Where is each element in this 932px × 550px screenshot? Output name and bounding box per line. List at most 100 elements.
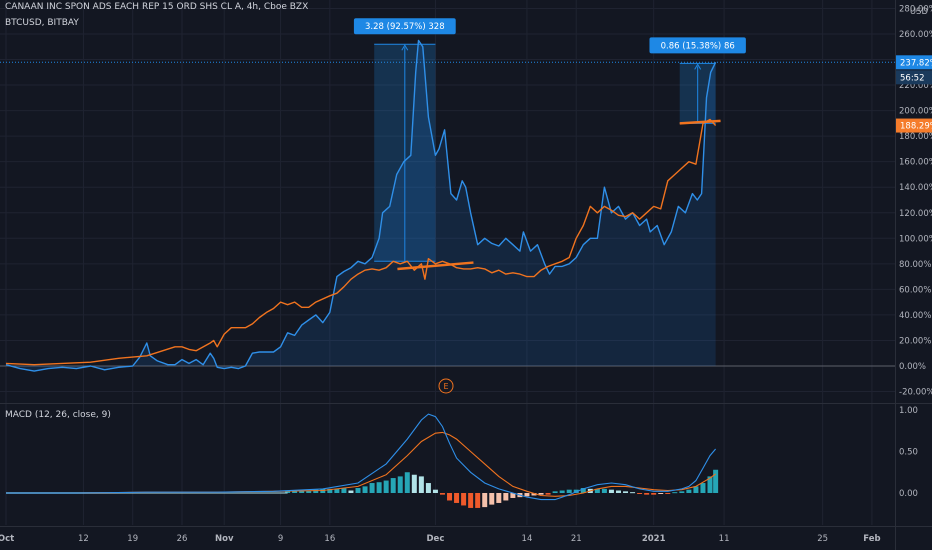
time-tick-label: 21 bbox=[571, 534, 582, 544]
compare-price-tag: 188.29% bbox=[900, 122, 932, 132]
histogram-bar bbox=[447, 493, 453, 501]
histogram-bar bbox=[439, 493, 445, 495]
canaan-series-line[interactable] bbox=[5, 39, 717, 372]
symbol-legend[interactable]: CANAAN INC SPON ADS EACH REP 15 ORD SHS … bbox=[5, 2, 309, 12]
price-tick-label: 100.00% bbox=[899, 234, 932, 244]
histogram-bar bbox=[623, 491, 629, 493]
time-tick-label: 9 bbox=[278, 534, 283, 544]
price-tick-label: 20.00% bbox=[899, 336, 931, 346]
time-tick-label: Nov bbox=[215, 534, 234, 544]
last-price-tag: 237.82% bbox=[900, 58, 932, 68]
time-tick-label: Dec bbox=[427, 534, 445, 544]
price-tick-label: 40.00% bbox=[899, 311, 931, 321]
histogram-bar bbox=[299, 490, 305, 493]
price-tick-label: 80.00% bbox=[899, 260, 931, 270]
price-tick-label: 160.00% bbox=[899, 158, 932, 168]
time-tick-label: 14 bbox=[522, 534, 533, 544]
macd-line[interactable] bbox=[6, 413, 717, 501]
histogram-bar bbox=[594, 488, 600, 493]
histogram-bar bbox=[679, 491, 685, 493]
measure-label: 0.86 (15.38%) 86 bbox=[661, 41, 735, 51]
histogram-bar bbox=[489, 493, 495, 505]
price-tick-label: 140.00% bbox=[899, 183, 932, 193]
histogram-bar bbox=[411, 474, 417, 493]
histogram-bar bbox=[397, 476, 403, 493]
time-tick-label: Feb bbox=[863, 534, 880, 544]
blue-series-area bbox=[6, 40, 716, 372]
histogram-bar bbox=[355, 488, 361, 493]
histogram-bar bbox=[292, 490, 298, 493]
price-tick-label: -20.00% bbox=[899, 388, 932, 398]
histogram-bar bbox=[503, 493, 509, 501]
time-tick-label: 11 bbox=[719, 534, 730, 544]
price-series[interactable]: E bbox=[5, 39, 721, 394]
histogram-bar bbox=[362, 486, 368, 493]
histogram-bar bbox=[580, 488, 586, 493]
signal-line[interactable] bbox=[6, 431, 716, 497]
price-tags: 237.82% 56:52 188.29% bbox=[896, 55, 932, 133]
histogram-bar bbox=[693, 486, 699, 493]
price-tick-label: 260.00% bbox=[899, 30, 932, 40]
countdown-tag-box bbox=[896, 70, 932, 85]
histogram-bar bbox=[482, 493, 488, 508]
price-tick-label: 280.00% bbox=[899, 4, 932, 14]
histogram-bar bbox=[630, 492, 636, 494]
compare-price-tag-box bbox=[896, 118, 932, 133]
trend-line[interactable] bbox=[397, 261, 474, 271]
histogram-bar bbox=[608, 489, 614, 493]
histogram-bar bbox=[700, 483, 706, 493]
trend-line[interactable] bbox=[679, 119, 721, 125]
histogram-bar bbox=[404, 472, 410, 493]
btcusd-series-line[interactable] bbox=[5, 118, 717, 366]
price-tick-label: 180.00% bbox=[899, 132, 932, 142]
histogram-bar bbox=[510, 493, 516, 498]
histogram-bar bbox=[672, 492, 678, 494]
histogram-bar bbox=[665, 493, 671, 494]
macd-tick-label: 0.00 bbox=[899, 489, 918, 499]
histogram-bar bbox=[383, 480, 389, 493]
histogram-bar bbox=[651, 493, 657, 495]
histogram-bar bbox=[531, 493, 537, 496]
histogram-bar bbox=[566, 489, 572, 493]
macd-tick-label: 1.00 bbox=[899, 406, 918, 416]
price-tick-label: 220.00% bbox=[899, 81, 932, 91]
histogram-bar bbox=[418, 476, 424, 493]
histogram-bar bbox=[454, 493, 460, 503]
time-tick-label: 26 bbox=[177, 534, 188, 544]
measure-label-box bbox=[649, 37, 746, 54]
time-tick-label: 25 bbox=[817, 534, 828, 544]
time-tick-label: 2021 bbox=[642, 534, 666, 544]
histogram-bar bbox=[496, 493, 502, 503]
histogram-bar bbox=[658, 493, 664, 494]
histogram-bar bbox=[686, 489, 692, 493]
histogram-bar bbox=[461, 493, 467, 506]
compare-legend[interactable]: BTCUSD, BITBAY bbox=[5, 18, 79, 28]
price-tick-label: 60.00% bbox=[899, 285, 931, 295]
price-tick-label: 200.00% bbox=[899, 107, 932, 117]
time-tick-label: 12 bbox=[78, 534, 89, 544]
earnings-marker-label: E bbox=[443, 382, 448, 391]
earnings-marker[interactable] bbox=[438, 378, 454, 394]
histogram-bar bbox=[707, 476, 713, 493]
histogram-bar bbox=[538, 493, 544, 495]
histogram-bar bbox=[334, 488, 340, 493]
histogram-bar bbox=[552, 491, 558, 493]
price-tick-label: 120.00% bbox=[899, 209, 932, 219]
histogram-bar bbox=[637, 493, 643, 494]
histogram-bar bbox=[615, 490, 621, 493]
macd-pane[interactable] bbox=[6, 413, 719, 508]
time-tick-label: 16 bbox=[324, 534, 335, 544]
histogram-bar bbox=[524, 493, 530, 497]
measure-arrow-head bbox=[401, 44, 409, 51]
histogram-bar bbox=[559, 490, 565, 493]
histogram-bar bbox=[644, 493, 650, 495]
histogram-bar bbox=[713, 469, 719, 493]
macd-legend[interactable]: MACD (12, 26, close, 9) bbox=[5, 410, 111, 420]
histogram-bar bbox=[348, 490, 354, 493]
histogram-bar bbox=[390, 478, 396, 493]
histogram-bar bbox=[601, 488, 607, 493]
histogram-bar bbox=[341, 488, 347, 493]
